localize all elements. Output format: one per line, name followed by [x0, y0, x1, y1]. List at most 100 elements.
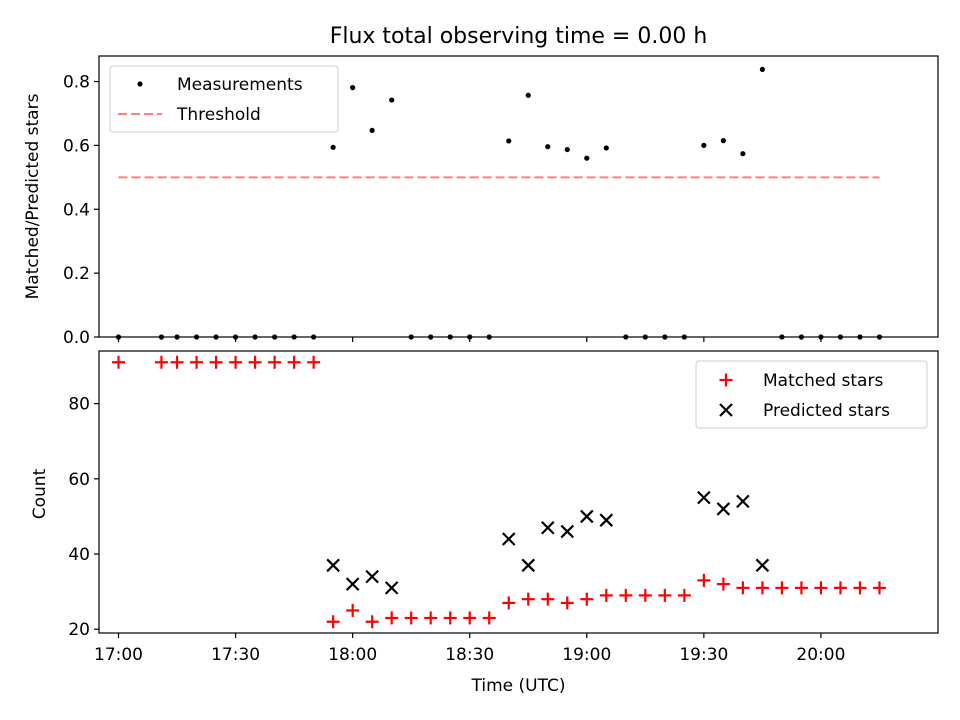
measurement-point: [720, 138, 726, 144]
matched-star-point: [229, 355, 243, 369]
matched-star-point: [814, 581, 828, 595]
matched-star-point: [268, 355, 282, 369]
legend-threshold-label: Threshold: [176, 105, 261, 125]
matched-star-point: [463, 611, 477, 625]
top-legend-box: [109, 65, 339, 133]
predicted-star-point: [599, 513, 614, 527]
matched-star-point: [638, 588, 652, 602]
predicted-star-point: [697, 490, 711, 505]
matched-star-point: [502, 596, 516, 610]
matched-star-point: [658, 588, 672, 602]
legend-predicted-stars-label: Predicted stars: [763, 401, 890, 421]
predicted-star-point: [736, 494, 750, 509]
matched-star-point: [365, 615, 379, 629]
legend-predicted-stars-marker: [719, 403, 733, 417]
measurement-point: [369, 127, 375, 134]
bottom-legend-box: [695, 360, 928, 429]
bottom-x-tick-label: 18:00: [328, 645, 377, 665]
bottom-x-tick-label: 17:30: [211, 645, 260, 665]
top-y-tick-label: 0.2: [63, 264, 90, 284]
legend-measurements-marker: [137, 81, 143, 87]
matched-star-point: [853, 581, 867, 595]
matched-star-point: [794, 581, 808, 595]
top-y-tick-label: 0.4: [63, 200, 90, 220]
legend-measurements-label: Measurements: [177, 75, 303, 95]
matched-star-point: [326, 615, 340, 629]
top-y-tick-label: 0.8: [63, 73, 90, 93]
matched-star-point: [560, 596, 574, 610]
bottom-x-tick-label: 19:00: [562, 645, 611, 665]
matched-star-point: [872, 581, 886, 595]
matched-star-point: [521, 592, 535, 606]
matched-star-point: [833, 581, 847, 595]
predicted-star-point: [580, 509, 594, 524]
measurement-point: [389, 97, 395, 103]
top-axes: 0.0 0.2 0.4 0.6 0.8: [63, 73, 822, 348]
matched-star-point: [755, 581, 769, 595]
matched-star-point: [287, 355, 301, 369]
matched-star-point: [170, 355, 184, 369]
matched-star-point: [346, 603, 360, 617]
top-chart-title: Flux total observing time = 0.00 h: [330, 24, 708, 49]
predicted-star-point: [345, 577, 360, 591]
measurement-point: [740, 151, 746, 157]
measurement-point: [603, 145, 609, 151]
matched-star-point: [424, 611, 438, 625]
matched-star-point: [404, 611, 418, 625]
bottom-x-tick-label: 17:00: [94, 645, 143, 665]
predicted-star-point: [521, 558, 536, 573]
top-plot-frame: [98, 55, 939, 338]
measurement-point: [350, 85, 356, 91]
bottom-x-tick-label: 19:30: [679, 645, 728, 665]
predicted-star-point: [560, 524, 575, 539]
predicted-star-point: [755, 558, 770, 573]
measurement-point: [584, 155, 590, 161]
matched-star-point: [619, 588, 633, 602]
bottom-y-tick-label: 40: [68, 545, 90, 565]
matched-star-point: [154, 355, 168, 369]
matched-star-point: [716, 577, 730, 591]
measurement-point: [525, 92, 531, 98]
predicted-star-point: [365, 569, 379, 584]
matched-star-point: [736, 581, 750, 595]
measurement-point: [701, 142, 707, 149]
bottom-x-tick-label: 20:00: [796, 645, 845, 665]
legend-matched-stars-label: Matched stars: [763, 371, 883, 391]
matched-star-point: [248, 355, 262, 369]
matched-star-point: [385, 611, 399, 625]
predicted-star-point: [716, 502, 731, 516]
measurement-point: [545, 144, 551, 150]
bottom-legend: Matched stars Predicted stars: [695, 360, 928, 429]
matched-star-point: [209, 355, 223, 369]
measurement-point: [564, 146, 570, 153]
measurement-point: [330, 144, 336, 150]
top-y-axis-label: Matched/Predicted stars: [23, 93, 43, 299]
predicted-star-point: [540, 520, 555, 535]
top-y-tick-label: 0.0: [63, 328, 90, 348]
bottom-y-tick-label: 60: [68, 470, 90, 490]
bottom-y-tick-label: 20: [68, 620, 90, 640]
predicted-star-point: [501, 532, 516, 546]
bottom-plot-frame: [98, 350, 939, 634]
matched-star-point: [541, 592, 555, 606]
bottom-x-tick-label: 18:30: [445, 645, 494, 665]
matched-star-point: [307, 355, 321, 369]
bottom-y-tick-label: 80: [68, 395, 90, 415]
measurement-point: [506, 138, 512, 144]
matched-star-point: [697, 573, 711, 587]
bottom-x-axis-label: Time (UTC): [471, 676, 566, 696]
legend-matched-stars-marker: [719, 373, 733, 387]
matched-star-point: [443, 611, 457, 625]
bottom-y-axis-label: Count: [30, 468, 50, 519]
top-y-tick-label: 0.6: [63, 136, 90, 156]
measurement-point: [759, 66, 765, 73]
matched-star-point: [482, 611, 496, 625]
matched-star-point: [599, 588, 613, 602]
matched-star-point: [580, 592, 594, 606]
bottom-plot-marks: [112, 355, 886, 629]
matched-star-point: [677, 588, 691, 602]
bottom-axes: 20 40 60 80 17:00 17:30 18:00 18:30 19:00 19:30 20…: [68, 395, 845, 665]
top-legend: Measurements Threshold: [109, 65, 339, 133]
matched-star-point: [190, 355, 204, 369]
predicted-star-point: [326, 558, 340, 573]
